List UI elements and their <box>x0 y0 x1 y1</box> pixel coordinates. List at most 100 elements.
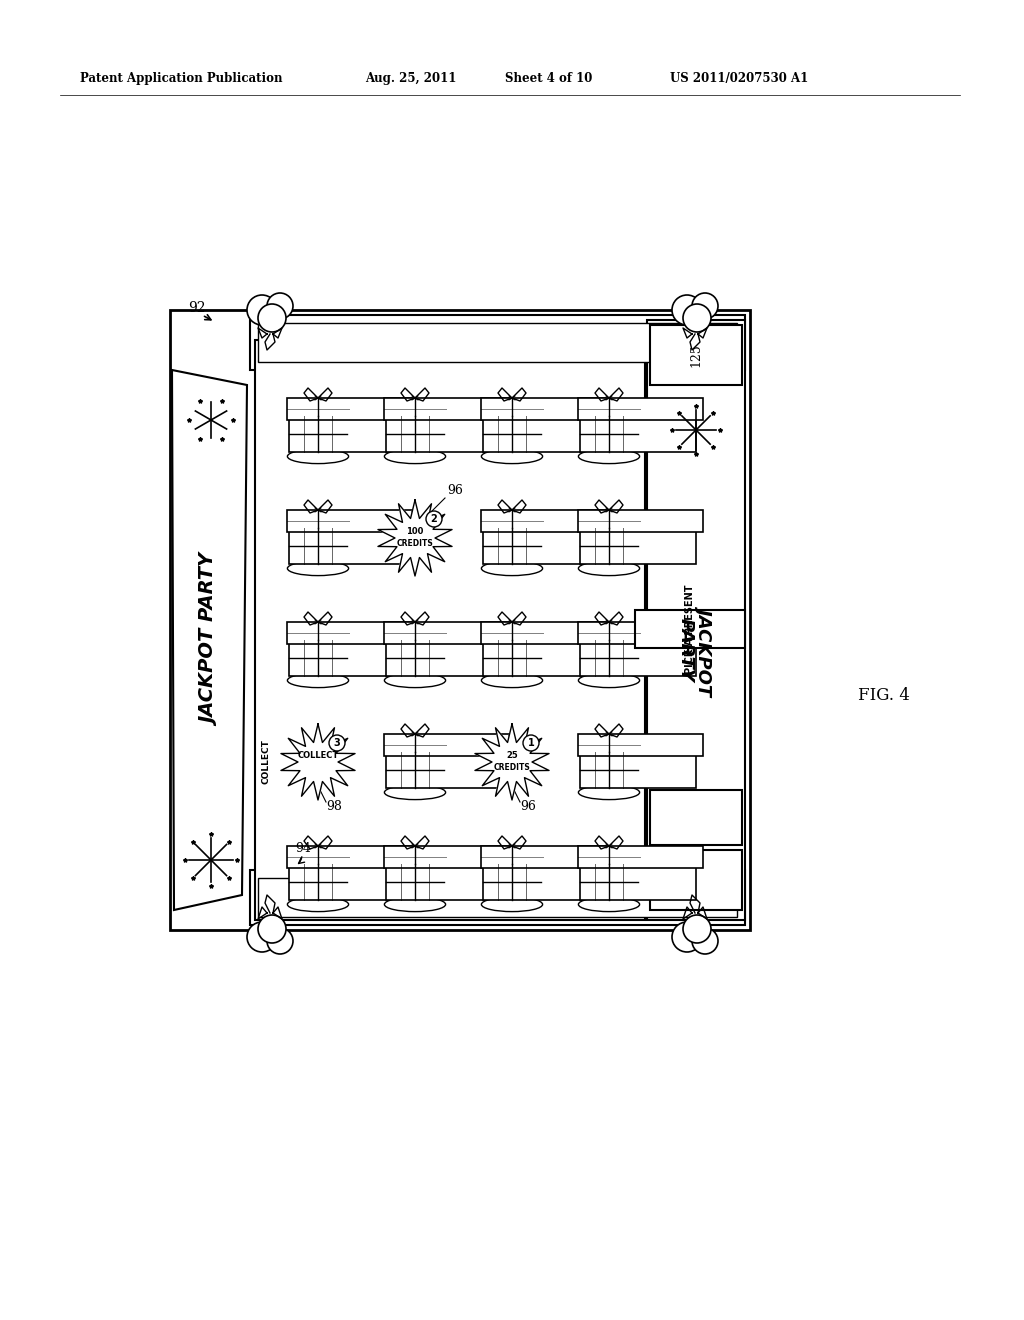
Text: 25: 25 <box>506 751 518 760</box>
Circle shape <box>258 304 286 333</box>
Bar <box>170 310 750 931</box>
Ellipse shape <box>481 673 543 688</box>
Bar <box>287 622 412 644</box>
Circle shape <box>683 915 711 942</box>
Text: 98: 98 <box>326 800 342 813</box>
Circle shape <box>247 294 278 325</box>
Ellipse shape <box>384 449 445 463</box>
Bar <box>635 610 745 648</box>
Text: 2: 2 <box>431 513 437 524</box>
Polygon shape <box>172 370 247 909</box>
Ellipse shape <box>384 673 445 688</box>
Polygon shape <box>281 723 355 800</box>
Text: 94: 94 <box>295 842 311 855</box>
Bar <box>480 846 606 869</box>
Bar <box>386 865 502 900</box>
Text: COLLECT: COLLECT <box>297 751 339 760</box>
Text: US 2011/0207530 A1: US 2011/0207530 A1 <box>670 73 808 84</box>
Text: 125: 125 <box>689 343 702 367</box>
Bar <box>581 528 695 565</box>
Polygon shape <box>378 500 452 576</box>
Bar <box>483 640 599 676</box>
Text: 3: 3 <box>334 738 340 748</box>
Circle shape <box>692 928 718 954</box>
Bar <box>287 399 412 420</box>
Polygon shape <box>475 723 549 800</box>
Bar <box>289 865 404 900</box>
Circle shape <box>258 915 286 942</box>
Circle shape <box>329 735 345 751</box>
Bar <box>289 528 404 565</box>
Circle shape <box>267 293 293 319</box>
Bar <box>581 640 695 676</box>
Text: PICK A PRESENT: PICK A PRESENT <box>685 585 695 673</box>
Ellipse shape <box>384 785 445 800</box>
Bar <box>650 789 742 845</box>
Ellipse shape <box>384 898 445 912</box>
Text: 96: 96 <box>447 483 463 496</box>
Bar <box>258 323 737 362</box>
Text: Sheet 4 of 10: Sheet 4 of 10 <box>505 73 592 84</box>
Circle shape <box>683 304 711 333</box>
Bar <box>384 846 509 869</box>
Bar <box>287 846 412 869</box>
Ellipse shape <box>579 561 640 576</box>
Circle shape <box>247 921 278 952</box>
Text: CREDITS: CREDITS <box>396 540 433 549</box>
Bar <box>483 528 599 565</box>
Circle shape <box>672 921 702 952</box>
Ellipse shape <box>579 898 640 912</box>
Bar <box>258 878 737 917</box>
Text: 96: 96 <box>520 800 536 813</box>
Text: Aug. 25, 2011: Aug. 25, 2011 <box>365 73 457 84</box>
Bar <box>250 315 745 370</box>
Bar <box>480 399 606 420</box>
Ellipse shape <box>288 673 348 688</box>
Bar <box>386 752 502 788</box>
Bar <box>480 622 606 644</box>
Text: COLLECT: COLLECT <box>261 739 270 784</box>
Bar <box>384 622 509 644</box>
Text: JACKPOT PARTY: JACKPOT PARTY <box>202 554 220 726</box>
Text: Patent Application Publication: Patent Application Publication <box>80 73 283 84</box>
Bar <box>384 399 509 420</box>
Bar <box>581 416 695 453</box>
Bar <box>289 640 404 676</box>
Ellipse shape <box>579 785 640 800</box>
Bar <box>578 510 702 532</box>
Ellipse shape <box>481 561 543 576</box>
Ellipse shape <box>288 561 348 576</box>
Bar <box>581 752 695 788</box>
Bar <box>578 622 702 644</box>
Bar <box>289 416 404 453</box>
Bar <box>386 416 502 453</box>
Bar <box>647 319 745 920</box>
Bar <box>386 640 502 676</box>
Ellipse shape <box>288 449 348 463</box>
Bar <box>578 846 702 869</box>
Bar <box>480 510 606 532</box>
Circle shape <box>692 293 718 319</box>
Circle shape <box>267 928 293 954</box>
Text: CREDITS: CREDITS <box>494 763 530 772</box>
Bar <box>483 416 599 453</box>
Text: FIG. 4: FIG. 4 <box>858 686 910 704</box>
Circle shape <box>426 511 442 527</box>
Circle shape <box>523 735 539 751</box>
Ellipse shape <box>481 898 543 912</box>
Bar <box>255 341 645 920</box>
Bar <box>287 510 412 532</box>
Bar <box>650 850 742 909</box>
Bar <box>250 870 745 925</box>
Text: 100: 100 <box>407 528 424 536</box>
Bar <box>384 734 509 756</box>
Ellipse shape <box>288 898 348 912</box>
Text: 1: 1 <box>527 738 535 748</box>
Ellipse shape <box>579 449 640 463</box>
Bar <box>578 734 702 756</box>
Bar <box>578 399 702 420</box>
Circle shape <box>672 294 702 325</box>
Bar <box>483 865 599 900</box>
Text: 92: 92 <box>188 301 206 315</box>
Bar <box>581 865 695 900</box>
